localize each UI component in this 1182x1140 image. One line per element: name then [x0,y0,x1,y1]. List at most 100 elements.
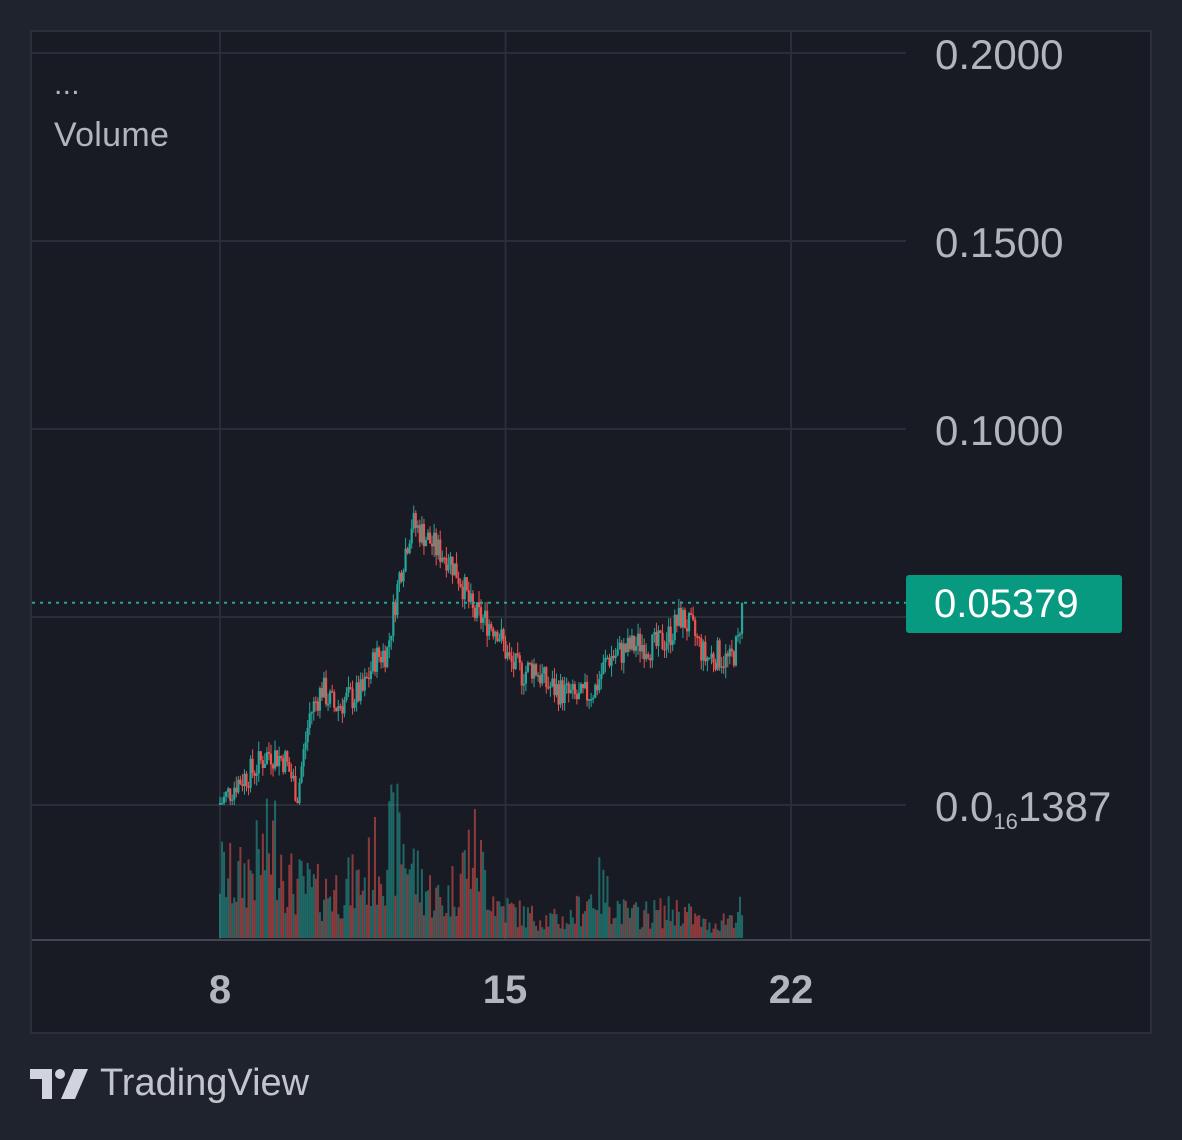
candle-body [561,680,564,704]
candle-body [469,593,472,602]
legend-volume-label[interactable]: Volume [54,116,170,154]
volume-bar [508,903,511,938]
y-tick-label: 0.2000 [935,31,1064,78]
candle-body [430,543,434,547]
candle-body [457,578,460,584]
tradingview-brand[interactable]: TradingView [30,1062,309,1105]
candle-body [343,699,346,714]
volume-bar [480,839,483,938]
candle-body [626,637,629,653]
volume-bar [339,918,342,938]
candle-body [643,645,646,660]
candle-body [669,626,672,645]
volume-bar [567,924,570,938]
volume-bar [276,899,279,938]
candle-body [220,803,224,805]
candle-body [488,624,491,636]
candle-body [720,666,723,669]
volume-bar [706,929,709,938]
candle-body [694,619,697,637]
candle-body [492,628,495,637]
candle-body [306,727,309,743]
candle-body [255,773,258,776]
candle-body [290,771,293,779]
volume-bar [386,869,389,938]
candle-body [579,684,583,693]
volume-bar [577,896,580,938]
volume-bar [351,854,354,938]
volume-bar [278,887,281,938]
volume-bar [414,894,417,938]
volume-bar [681,923,684,938]
candle-body [286,751,289,762]
candle-body [610,656,613,666]
candle-body [418,525,421,543]
volume-bar [524,927,527,938]
candle-body [543,667,546,674]
candle-body [624,643,627,653]
candle-body [441,557,444,562]
volume-bar [551,914,554,938]
volume-bar [675,899,678,938]
volume-bar [357,869,360,938]
volume-bar [739,896,742,938]
volume-bar [696,916,699,938]
volume-bar [486,909,489,938]
candle-body [557,684,560,705]
volume-bar [308,869,311,938]
volume-bar [280,854,283,938]
legend-more-dots[interactable]: ... [54,68,80,101]
candle-body [728,648,731,657]
candle-body [671,640,674,645]
volume-bar [616,900,619,938]
volume-bar [345,878,348,938]
candle-body [267,752,271,754]
candle-body [451,556,454,576]
volume-bar [541,927,544,938]
volume-bar [643,910,646,938]
chart-frame[interactable] [30,30,1152,1034]
candle-body [253,772,256,776]
volume-bar [467,829,470,938]
candle-body [494,631,497,637]
volume-bar [549,912,552,938]
volume-bar [612,918,615,938]
candle-body [549,686,552,688]
volume-bar [225,897,228,938]
candle-body [382,650,385,663]
volume-bar [488,909,491,938]
volume-bar [626,907,629,938]
candle-body [500,629,503,640]
candle-body [581,684,585,689]
candle-body [622,643,625,663]
volume-bar [431,917,434,938]
candle-body [443,557,446,560]
candle-body [369,671,373,679]
candle-body [359,679,362,701]
volume-bar [459,873,462,938]
candle-body [310,712,313,714]
candle-body [229,788,232,801]
volume-bar [300,860,303,938]
volume-bar [673,925,676,938]
candle-body [396,584,399,616]
volume-bar [669,921,672,938]
candle-body [326,703,330,706]
candle-body [465,577,468,591]
candle-body [424,539,428,547]
volume-bar [424,891,427,938]
candle-body [392,602,395,636]
volume-bar [581,913,584,938]
candle-body [532,664,536,679]
volume-bar [235,901,238,938]
candle-body [388,640,391,648]
candle-body [573,684,576,695]
volume-bar [722,913,725,938]
candle-body [300,766,303,783]
candle-body [282,758,285,773]
candle-body [271,764,275,769]
volume-bar [369,906,372,938]
candle-body [641,645,644,652]
candle-body [618,642,621,650]
